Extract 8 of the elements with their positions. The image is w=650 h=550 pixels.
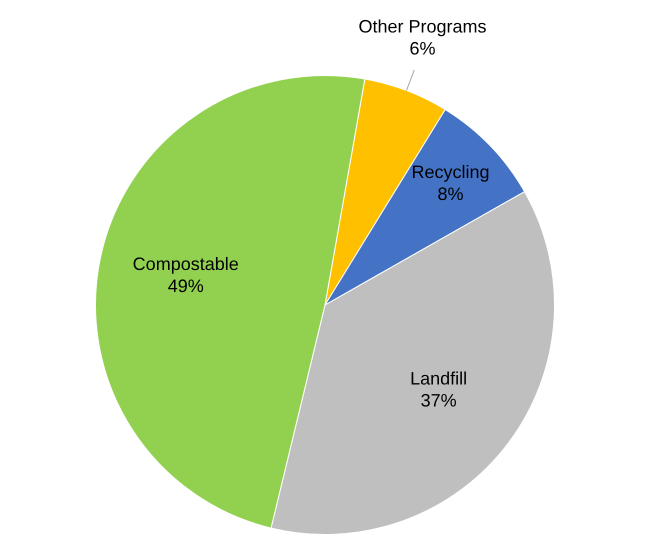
- slice-label: Other Programs: [358, 16, 486, 36]
- slice-label: Compostable: [132, 254, 239, 274]
- data-label: 8%: [437, 184, 464, 204]
- data-label: 37%: [420, 390, 457, 411]
- slice-label: Landfill: [410, 368, 468, 389]
- data-label: 6%: [409, 38, 436, 58]
- data-label: 49%: [168, 276, 204, 296]
- slice-label: Recycling: [411, 162, 490, 182]
